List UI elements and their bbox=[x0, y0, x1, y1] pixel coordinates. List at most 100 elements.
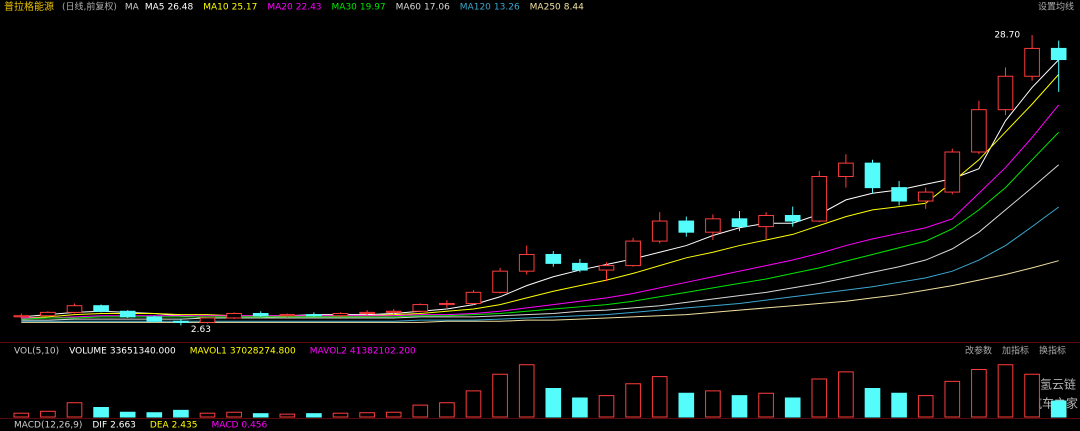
chart-subtitle: (日线,前复权) bbox=[62, 1, 117, 13]
candle-body bbox=[199, 317, 216, 323]
candle-body bbox=[518, 253, 535, 272]
volume-bar bbox=[1050, 400, 1067, 418]
candle-body bbox=[385, 310, 402, 313]
chart-title: 普拉格能源 bbox=[4, 0, 54, 13]
candle-body bbox=[279, 314, 296, 317]
candle-body bbox=[705, 218, 721, 233]
candle-body bbox=[492, 270, 508, 293]
volume-bar bbox=[465, 390, 482, 418]
legend-value: 26.48 bbox=[167, 3, 193, 13]
candle-body bbox=[412, 304, 429, 312]
candle-body bbox=[66, 305, 83, 313]
ma-prefix: MA bbox=[125, 3, 140, 13]
panel-button[interactable]: 换指标 bbox=[1039, 345, 1066, 357]
volume-bar bbox=[651, 376, 668, 418]
volume-bar bbox=[146, 412, 163, 418]
candle-body bbox=[439, 302, 455, 306]
indicator-name: VOLUME bbox=[69, 347, 107, 357]
volume-bar bbox=[598, 395, 615, 418]
candle-body bbox=[332, 312, 349, 317]
candle-body bbox=[359, 311, 375, 314]
candle-body bbox=[1024, 47, 1040, 77]
volume-bar bbox=[279, 413, 296, 418]
legend-label: MA30 bbox=[332, 3, 358, 13]
legend-label: MA20 bbox=[267, 3, 293, 13]
candle-body bbox=[944, 151, 961, 193]
volume-bar bbox=[731, 395, 748, 418]
candle-body bbox=[864, 162, 881, 189]
volume-bar bbox=[439, 402, 455, 418]
candle-body bbox=[625, 240, 641, 267]
legend-label: MA60 bbox=[396, 3, 422, 13]
candle-body bbox=[651, 220, 668, 242]
volume-bar bbox=[1024, 373, 1040, 418]
candle-body bbox=[173, 320, 189, 323]
volume-bar bbox=[492, 373, 508, 418]
indicator-value: 33651340.000 bbox=[110, 347, 176, 357]
settings-button[interactable]: 设置均线 bbox=[1038, 1, 1074, 13]
legend-label: MA10 bbox=[203, 3, 229, 13]
indicator-value: 0.456 bbox=[241, 421, 267, 431]
indicator-value: 2.435 bbox=[172, 421, 198, 431]
candle-body bbox=[971, 109, 987, 153]
candle-body bbox=[545, 253, 562, 264]
panel-button[interactable]: 加指标 bbox=[1002, 345, 1029, 357]
candle-body bbox=[93, 305, 109, 312]
volume-bar bbox=[944, 380, 961, 418]
candle-body bbox=[678, 220, 695, 233]
volume-bar bbox=[784, 397, 801, 418]
legend-value: 17.06 bbox=[424, 3, 450, 13]
candle-body bbox=[811, 176, 828, 222]
candle-body bbox=[40, 311, 56, 317]
candle-body bbox=[226, 312, 242, 319]
volume-bar bbox=[705, 390, 721, 418]
indicator-value: 2.663 bbox=[110, 421, 136, 431]
volume-bar bbox=[40, 410, 56, 418]
indicator-value: 37028274.800 bbox=[230, 347, 296, 357]
candle-body bbox=[252, 312, 269, 317]
ma-line bbox=[21, 260, 1059, 323]
volume-bar bbox=[412, 404, 429, 418]
candle-body bbox=[838, 162, 854, 177]
ma-line bbox=[21, 164, 1060, 321]
ma-line bbox=[21, 104, 1060, 319]
indicator-name: DIF bbox=[92, 421, 107, 431]
legend-value: 13.26 bbox=[494, 3, 520, 13]
volume-bar bbox=[13, 412, 30, 418]
ma-line bbox=[21, 131, 1060, 320]
volume-bar bbox=[625, 383, 641, 418]
ma-line bbox=[21, 74, 1060, 319]
candle-body bbox=[1050, 47, 1067, 61]
indicator-name: MAVOL2 bbox=[310, 347, 347, 357]
legend-value: 25.17 bbox=[232, 3, 258, 13]
legend-label: MA5 bbox=[145, 3, 165, 13]
candle-body bbox=[891, 187, 907, 202]
volume-bar bbox=[864, 388, 881, 418]
volume-bar bbox=[518, 364, 535, 418]
macd-title: MACD(12,26,9) bbox=[14, 421, 82, 431]
candle-body bbox=[119, 310, 136, 318]
volume-bar bbox=[811, 378, 828, 418]
legend-value: 8.44 bbox=[564, 3, 584, 13]
volume-bar bbox=[838, 371, 854, 418]
panel-button[interactable]: 改参数 bbox=[965, 345, 992, 357]
volume-bar bbox=[332, 412, 349, 418]
watermark: 氢云链 bbox=[1040, 377, 1076, 392]
volume-bar bbox=[252, 413, 269, 418]
indicator-value: 41382102.200 bbox=[350, 347, 416, 357]
volume-bar bbox=[545, 388, 562, 418]
volume-bar bbox=[758, 392, 774, 418]
volume-bar bbox=[678, 392, 695, 418]
candle-body bbox=[146, 316, 163, 322]
max-label: 28.70 bbox=[994, 31, 1020, 41]
indicator-name: DEA bbox=[150, 421, 170, 431]
candle-body bbox=[758, 214, 774, 228]
volume-bar bbox=[66, 402, 83, 418]
candle-body bbox=[784, 214, 801, 222]
legend-value: 19.97 bbox=[360, 3, 386, 13]
candle-body bbox=[465, 291, 482, 304]
legend-label: MA120 bbox=[460, 3, 491, 13]
min-label: 2.63 bbox=[191, 325, 211, 335]
volume-bar bbox=[306, 413, 322, 418]
